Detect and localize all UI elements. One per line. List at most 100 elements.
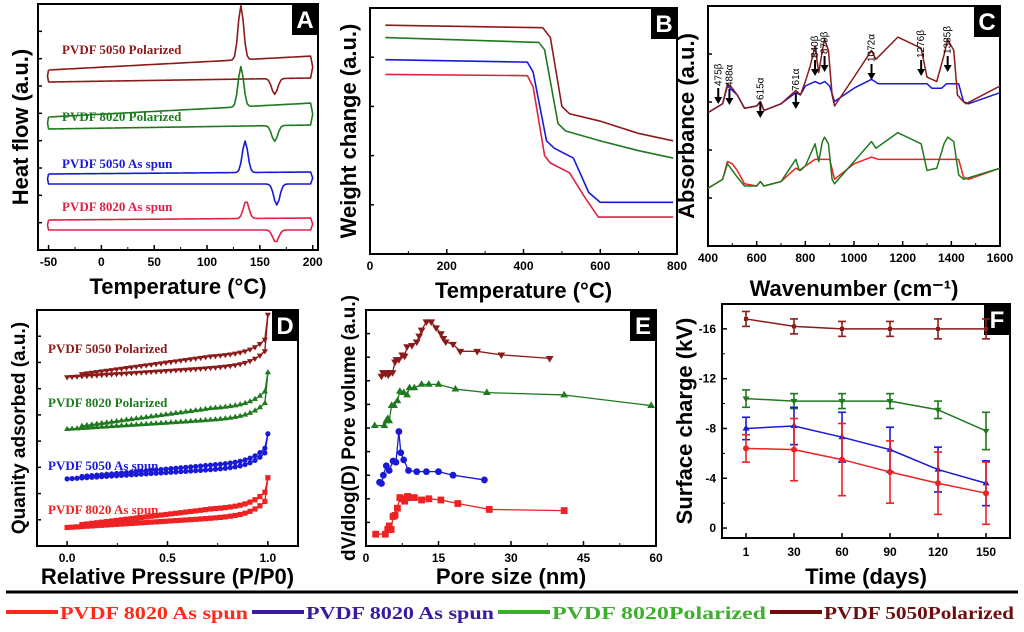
data-point bbox=[413, 468, 421, 476]
data-point bbox=[94, 523, 100, 529]
data-point bbox=[99, 522, 105, 528]
data-point bbox=[98, 369, 105, 375]
x-tick-label: 30 bbox=[504, 551, 518, 565]
data-point bbox=[163, 511, 169, 518]
x-tick-label: 1400 bbox=[938, 251, 965, 265]
data-point bbox=[197, 366, 204, 372]
y-tick-label: -16 bbox=[699, 322, 717, 336]
data-point bbox=[99, 519, 105, 525]
series-line-0 bbox=[385, 24, 674, 142]
data-point bbox=[108, 372, 115, 378]
panel-f: F 1 30 60 90 120 150 -16 -12 -8 -4 0 Time (days) Surf… bbox=[672, 303, 1011, 589]
data-point bbox=[387, 526, 395, 533]
data-point bbox=[393, 396, 402, 404]
data-point bbox=[89, 520, 95, 526]
legend-swatch bbox=[770, 610, 822, 614]
data-point bbox=[138, 421, 145, 427]
data-point bbox=[193, 468, 199, 474]
data-point bbox=[246, 398, 254, 404]
x-tick-label: 600 bbox=[747, 251, 767, 265]
legend-item: PVDF 8020 As spun bbox=[6, 603, 248, 623]
data-point bbox=[148, 467, 154, 473]
series-line-0 bbox=[46, 4, 314, 96]
data-point bbox=[237, 401, 244, 407]
x-tick-label: 0 bbox=[363, 551, 370, 565]
data-point bbox=[217, 365, 224, 371]
data-point bbox=[743, 445, 749, 452]
data-point bbox=[217, 461, 223, 467]
data-point bbox=[143, 413, 150, 420]
peak-annotation: 1385β bbox=[943, 26, 954, 72]
data-point bbox=[217, 415, 224, 421]
data-point bbox=[118, 417, 125, 423]
y-tick-label: 0 bbox=[709, 521, 716, 535]
data-point bbox=[167, 419, 175, 425]
peak-annotation: 615α bbox=[755, 77, 766, 118]
series-line-3 bbox=[745, 447, 987, 494]
data-point bbox=[381, 530, 389, 538]
data-point bbox=[217, 353, 224, 359]
data-point bbox=[212, 404, 219, 410]
y-tick-label: -4 bbox=[705, 471, 716, 485]
data-point bbox=[385, 522, 393, 530]
data-point bbox=[89, 472, 95, 479]
data-point bbox=[388, 370, 397, 377]
data-point bbox=[64, 476, 70, 482]
x-tick-label: 0.0 bbox=[59, 551, 76, 565]
data-point bbox=[103, 368, 110, 374]
data-point bbox=[178, 510, 184, 516]
data-point bbox=[98, 373, 105, 379]
data-point bbox=[153, 412, 160, 418]
data-point bbox=[202, 366, 209, 372]
panel-e: E 0 15 30 45 60 Pore size (nm) dV/dlog(D) Pore … bbox=[339, 295, 663, 589]
data-point bbox=[113, 517, 120, 524]
data-point bbox=[182, 357, 189, 364]
data-point bbox=[410, 383, 419, 391]
data-point bbox=[123, 516, 130, 522]
series-line-2 bbox=[745, 425, 987, 484]
series-label: PVDF 5050 As spun bbox=[48, 458, 159, 473]
data-point bbox=[888, 326, 892, 331]
legend-label: PVDF 5050Polarized bbox=[824, 603, 1014, 623]
arrow-head-icon bbox=[943, 65, 952, 72]
data-point bbox=[207, 366, 214, 372]
data-point bbox=[222, 353, 229, 359]
data-point bbox=[403, 390, 411, 398]
peak-annotation: 475β bbox=[713, 63, 724, 104]
data-point bbox=[93, 423, 100, 430]
x-tick-label: 60 bbox=[649, 551, 663, 565]
plot-frame bbox=[721, 303, 1011, 539]
data-point bbox=[188, 508, 194, 515]
data-point bbox=[153, 467, 159, 473]
data-point bbox=[138, 370, 145, 376]
data-point bbox=[172, 418, 179, 425]
series-label: PVDF 8020 As spun bbox=[62, 199, 173, 214]
series-label: PVDF 5050 As spun bbox=[62, 156, 173, 171]
data-point bbox=[412, 339, 421, 347]
data-point bbox=[744, 316, 748, 321]
series-label: PVDF 8020 Polarized bbox=[62, 109, 182, 124]
data-point bbox=[545, 356, 554, 363]
data-point bbox=[435, 468, 442, 476]
peak-annotation: 879β bbox=[820, 31, 831, 72]
data-point bbox=[148, 362, 155, 368]
data-point bbox=[93, 420, 100, 426]
x-axis-title: Temperature (°C) bbox=[435, 278, 612, 303]
data-point bbox=[456, 348, 465, 356]
data-point bbox=[182, 418, 189, 424]
x-tick-label: 60 bbox=[835, 545, 849, 559]
data-point bbox=[202, 416, 209, 423]
data-point bbox=[252, 506, 258, 512]
peak-annotation: 488α bbox=[724, 64, 735, 105]
peak-label: 1385β bbox=[943, 26, 954, 54]
data-point bbox=[242, 501, 248, 507]
x-tick-label: 50 bbox=[148, 255, 162, 269]
data-point bbox=[148, 420, 155, 426]
data-point bbox=[198, 507, 204, 513]
data-point bbox=[257, 493, 263, 500]
data-point bbox=[425, 495, 433, 503]
data-point bbox=[187, 417, 194, 424]
data-point bbox=[222, 364, 229, 370]
data-point bbox=[227, 364, 234, 370]
data-point bbox=[78, 422, 86, 428]
